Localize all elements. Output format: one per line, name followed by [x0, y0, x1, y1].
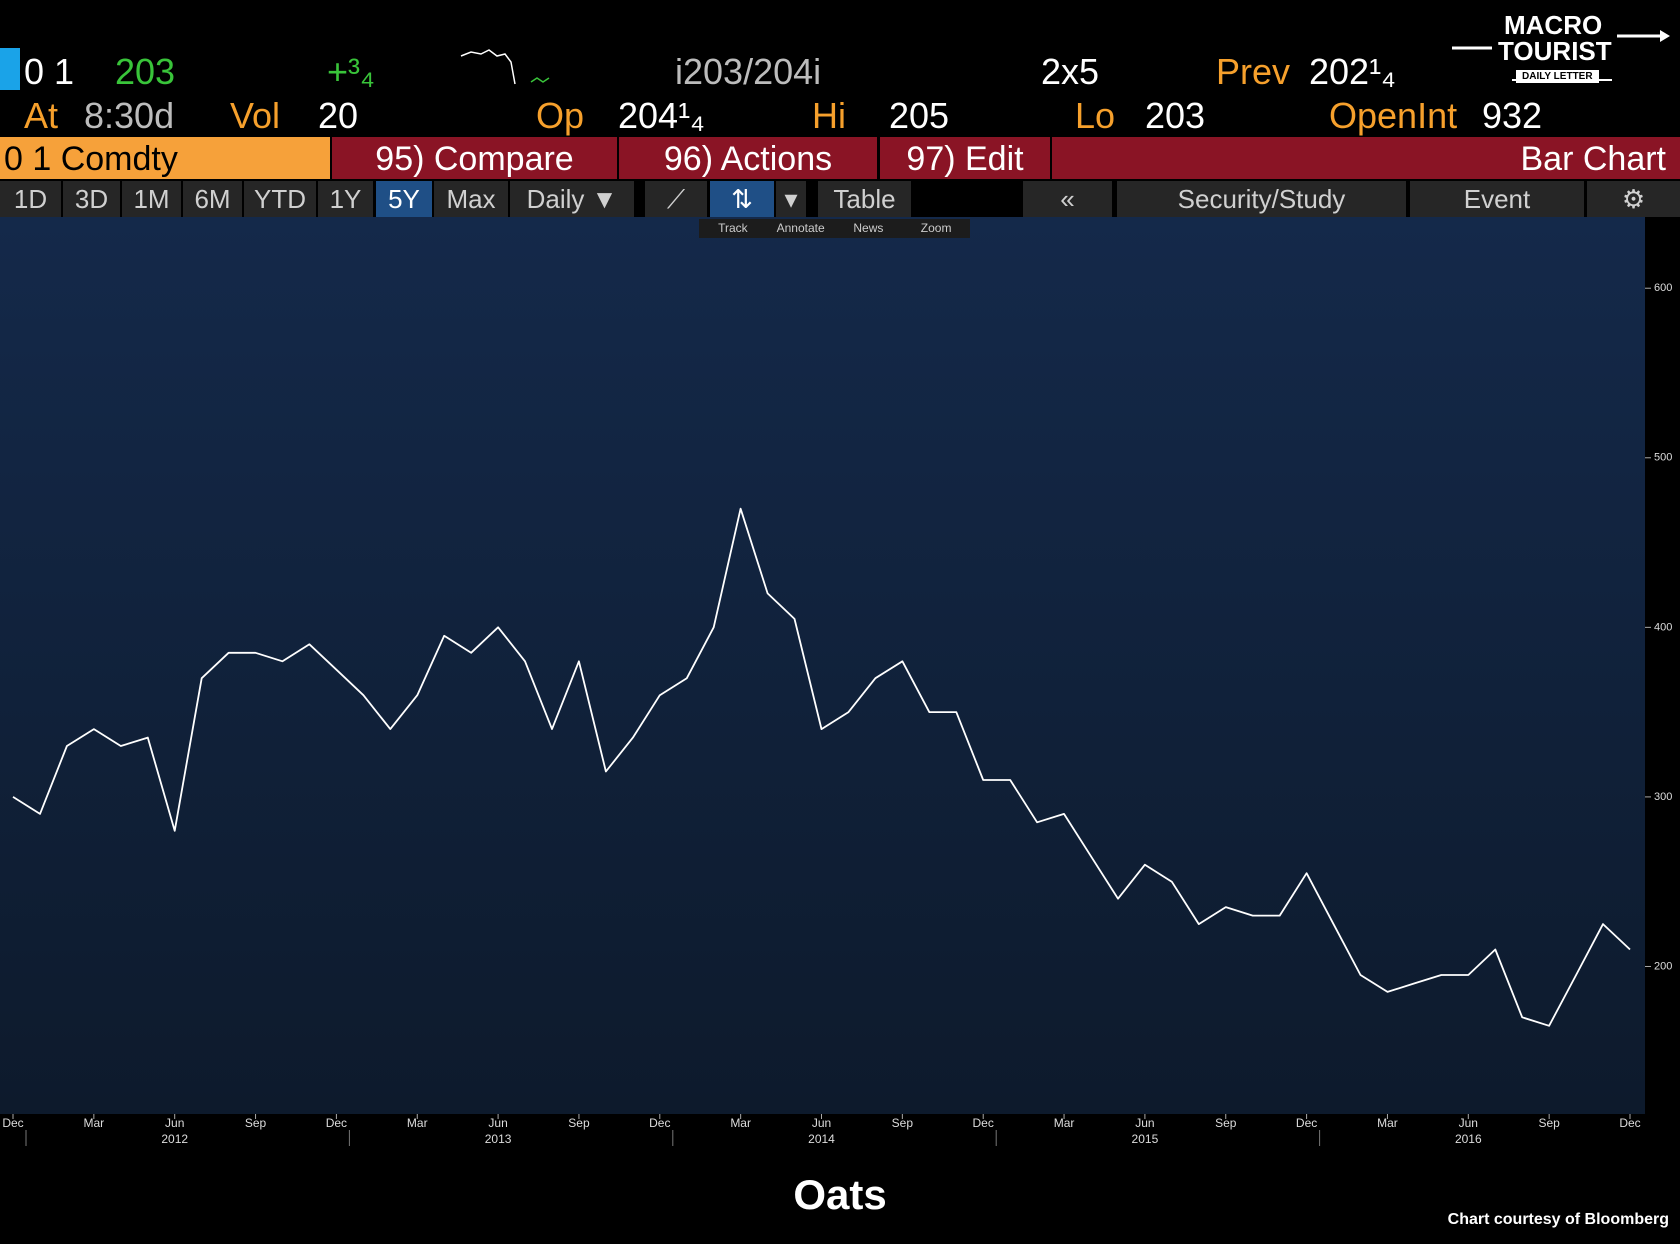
hi: 205 [889, 95, 950, 136]
change: +³₄ [327, 51, 375, 92]
x-tick-label: Sep [892, 1116, 914, 1130]
plot-area [0, 217, 1645, 1114]
oi: 932 [1482, 95, 1543, 136]
range-button[interactable]: 1D [0, 181, 61, 217]
mini-tool[interactable]: Track [718, 221, 748, 235]
prev-label: Prev [1216, 51, 1291, 92]
lo: 203 [1145, 95, 1206, 136]
range-button[interactable]: YTD [244, 181, 316, 217]
logo-line1: MACRO [1504, 10, 1603, 40]
lo-label: Lo [1075, 95, 1116, 136]
mini-tool[interactable]: News [853, 221, 884, 235]
x-tick-label: Mar [1054, 1116, 1075, 1130]
y-tick-label: 600 [1654, 282, 1672, 294]
y-tick-label: 300 [1654, 791, 1672, 803]
sparkline [460, 49, 550, 85]
actions-tab[interactable]: 96) Actions [619, 137, 877, 179]
y-tick-label: 200 [1654, 960, 1672, 972]
price-line [12, 507, 1631, 1027]
range-button[interactable]: Max [434, 181, 508, 217]
x-tick-label: Jun [1135, 1116, 1154, 1130]
range-button[interactable]: 1M [122, 181, 181, 217]
period-button[interactable]: Daily ▼ [510, 181, 634, 217]
mini-tool[interactable]: Annotate [776, 221, 825, 235]
chart-title: Oats [793, 1171, 886, 1218]
x-tick-label: Sep [1215, 1116, 1237, 1130]
axis-area [1645, 217, 1680, 1114]
bar-icon-button[interactable]: ⇅ [710, 181, 774, 217]
hi-label: Hi [812, 95, 846, 136]
x-tick-label: Sep [568, 1116, 590, 1130]
x-tick-label: Dec [1619, 1116, 1640, 1130]
year-label: 2012 [161, 1132, 188, 1146]
range-button[interactable]: 1Y [318, 181, 373, 217]
x-tick-label: Dec [973, 1116, 994, 1130]
x-tick-label: Jun [1459, 1116, 1478, 1130]
logo-line3: DAILY LETTER [1516, 70, 1599, 83]
logo: MACRO TOURIST DAILY LETTER [1452, 8, 1672, 88]
study-button[interactable]: Security/Study [1117, 181, 1406, 217]
edit-tab[interactable]: 97) Edit [880, 137, 1050, 179]
settings-button[interactable]: ⚙ [1587, 181, 1680, 217]
event-button[interactable]: Event [1410, 181, 1584, 217]
x-tick-label: Dec [649, 1116, 670, 1130]
x-tick-label: Dec [1296, 1116, 1317, 1130]
x-tick-label: Jun [165, 1116, 184, 1130]
mini-tool[interactable]: Zoom [920, 221, 952, 235]
at-label: At [24, 95, 59, 136]
chart: Oats Chart courtesy of Bloomberg 200 300 4… [0, 217, 1680, 1228]
year-label: 2014 [808, 1132, 835, 1146]
chart-type-tab[interactable]: Bar Chart [1052, 137, 1680, 179]
size: 2x5 [1041, 51, 1100, 92]
cursor-block [0, 48, 20, 90]
security-tab[interactable]: 0 1 Comdty [0, 137, 330, 179]
oi-label: OpenInt [1329, 95, 1458, 136]
x-tick-label: Jun [488, 1116, 507, 1130]
compare-tab[interactable]: 95) Compare [332, 137, 617, 179]
x-tick-label: Dec [2, 1116, 23, 1130]
vol-label: Vol [230, 95, 281, 136]
credit: Chart courtesy of Bloomberg [1448, 1211, 1669, 1228]
prev: 202¹₄ [1309, 51, 1396, 92]
time: 8:30d [84, 95, 175, 136]
year-label: 2013 [485, 1132, 512, 1146]
op: 204¹₄ [618, 95, 705, 136]
bid-ask: i203/204i [675, 51, 822, 92]
x-tick-label: Mar [84, 1116, 105, 1130]
vol: 20 [318, 95, 359, 136]
collapse-button[interactable]: « [1023, 181, 1112, 217]
mini-toolbar: Track Annotate News Zoom [699, 219, 970, 238]
op-label: Op [536, 95, 585, 136]
x-tick-label: Sep [245, 1116, 267, 1130]
logo-line2: TOURIST [1498, 36, 1612, 66]
x-tick-label: Mar [1377, 1116, 1398, 1130]
last-price: 203 [115, 51, 176, 92]
period-label: Daily [526, 184, 585, 214]
x-tick-label: Mar [730, 1116, 751, 1130]
ticker: 0 1 [24, 51, 75, 92]
dropdown-button[interactable]: ▾ [776, 181, 806, 217]
range-button[interactable]: 5Y [376, 181, 432, 217]
range-button[interactable]: 6M [183, 181, 242, 217]
x-tick-label: Sep [1538, 1116, 1560, 1130]
year-label: 2016 [1455, 1132, 1482, 1146]
line-icon-button[interactable]: ⟋ [645, 181, 707, 217]
x-tick-label: Dec [326, 1116, 347, 1130]
x-tick-label: Mar [407, 1116, 428, 1130]
x-tick-label: Jun [812, 1116, 831, 1130]
range-button[interactable]: 3D [63, 181, 120, 217]
table-button[interactable]: Table [818, 181, 911, 217]
year-label: 2015 [1132, 1132, 1159, 1146]
y-tick-label: 400 [1654, 621, 1672, 633]
y-tick-label: 500 [1654, 452, 1672, 464]
